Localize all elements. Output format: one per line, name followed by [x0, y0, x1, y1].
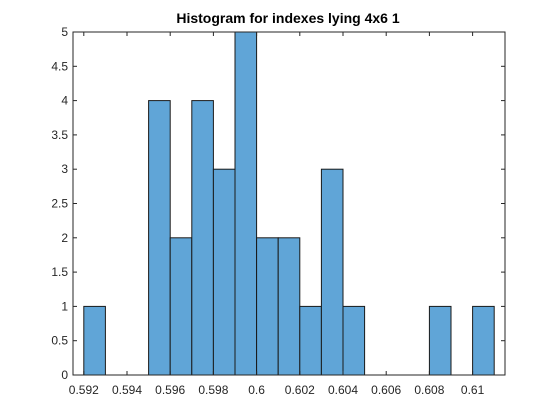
chart-title: Histogram for indexes lying 4x6 1 — [176, 10, 400, 26]
y-tick-label: 2 — [61, 231, 68, 245]
y-tick-label: 3 — [61, 162, 68, 176]
x-tick-label: 0.606 — [371, 383, 401, 397]
y-tick-label: 4.5 — [51, 59, 68, 73]
y-tick-label: 2.5 — [51, 197, 68, 211]
histogram-bar — [342, 305, 366, 376]
histogram-bar — [148, 100, 171, 376]
y-tick-label: 5 — [61, 25, 68, 39]
histogram-bar — [472, 305, 495, 376]
x-tick-label: 0.596 — [155, 383, 185, 397]
histogram-bar — [83, 305, 106, 376]
x-tick-label: 0.598 — [198, 383, 228, 397]
histogram-bar — [212, 168, 236, 376]
histogram-bar — [234, 31, 258, 376]
y-tick-label: 4 — [61, 94, 68, 108]
histogram-bar — [256, 237, 279, 376]
y-tick-label: 1 — [61, 299, 68, 313]
x-tick-label: 0.602 — [285, 383, 315, 397]
y-tick-label: 0.5 — [51, 334, 68, 348]
y-axis-ticks: 0 0.5 1 1.5 2 2.5 3 3.5 4 4.5 5 — [51, 25, 505, 382]
y-tick-label: 1.5 — [51, 265, 68, 279]
histogram-bar — [299, 305, 322, 376]
x-tick-label: 0.608 — [414, 383, 444, 397]
x-tick-label: 0.6 — [248, 383, 265, 397]
bars-group — [83, 31, 495, 376]
histogram-bar — [191, 100, 214, 376]
y-tick-label: 0 — [61, 368, 68, 382]
histogram-bar — [277, 237, 301, 376]
x-axis-ticks: 0.592 0.594 0.596 0.598 0.6 0.602 0.604 0.606 0.… — [69, 32, 485, 397]
histogram-bar — [320, 168, 344, 376]
histogram-bar — [169, 237, 193, 376]
y-tick-label: 3.5 — [51, 128, 68, 142]
x-tick-label: 0.594 — [112, 383, 142, 397]
plot-area-frame — [72, 31, 506, 376]
histogram-bar — [428, 305, 452, 376]
x-tick-label: 0.592 — [69, 383, 99, 397]
x-tick-label: 0.604 — [328, 383, 358, 397]
x-tick-label: 0.61 — [461, 383, 485, 397]
